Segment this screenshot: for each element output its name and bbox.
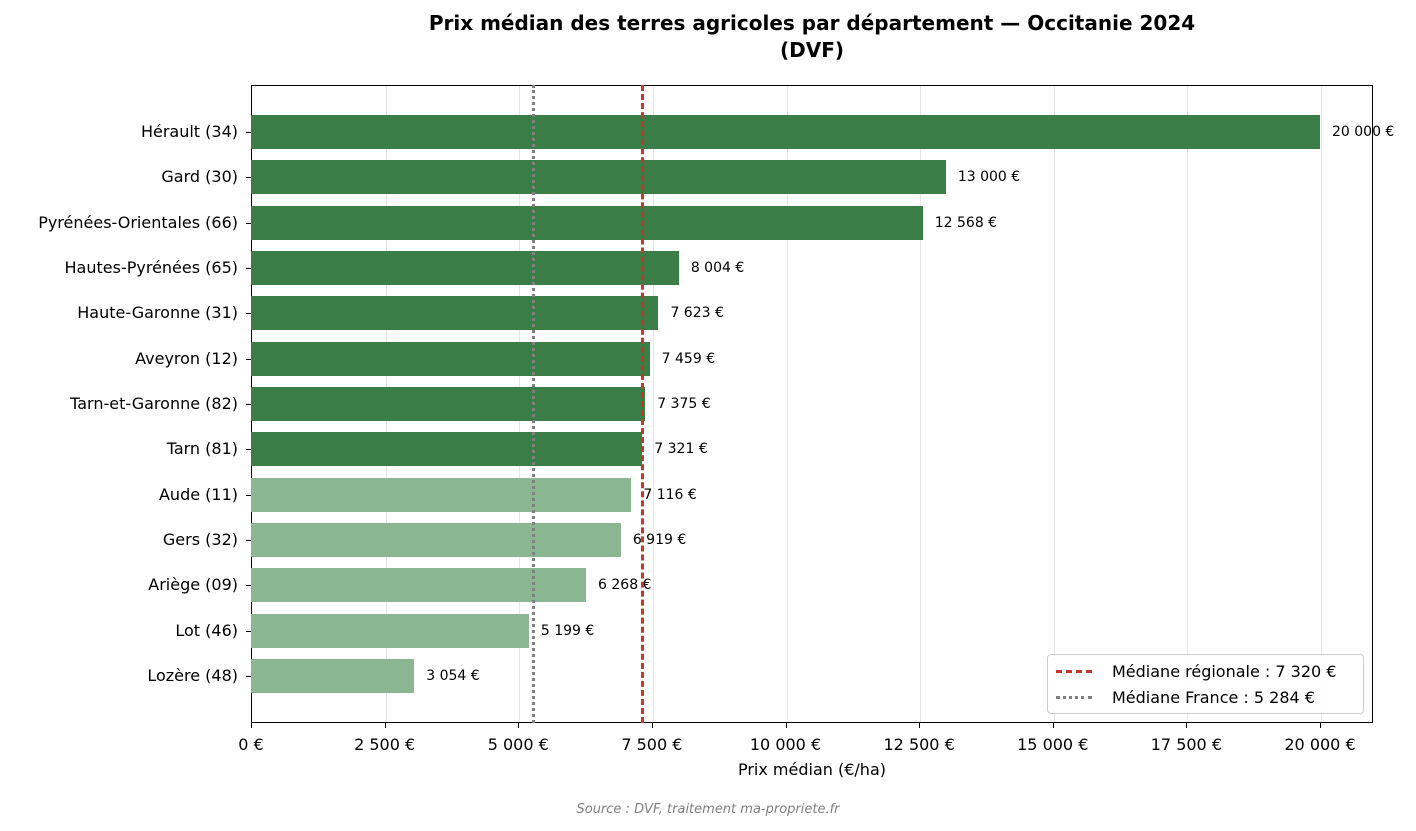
- source-note: Source : DVF, traitement ma-propriete.fr: [576, 802, 840, 817]
- y-tick-label: Ariège (09): [148, 575, 238, 595]
- bar[interactable]: [251, 568, 587, 603]
- bar-value-label: 7 321 €: [654, 441, 708, 458]
- y-tick-label: Aveyron (12): [135, 348, 238, 368]
- bar[interactable]: [251, 250, 679, 285]
- y-tick: [246, 403, 251, 405]
- y-tick-label: Aude (11): [158, 484, 238, 504]
- y-tick-label: Tarn (81): [166, 439, 238, 459]
- y-tick-label: Hautes-Pyrénées (65): [64, 257, 238, 277]
- chart-title: Prix médian des terres agricoles par dép…: [250, 10, 1374, 64]
- france-median-line: [531, 85, 535, 723]
- x-tick: [1186, 723, 1188, 728]
- x-axis-label: Prix médian (€/ha): [737, 760, 886, 779]
- bar-value-label: 8 004 €: [690, 259, 745, 276]
- x-tick-label: 15 000 €: [1017, 735, 1089, 754]
- bar-value-label: 13 000 €: [957, 169, 1021, 186]
- gridline: [1321, 86, 1322, 722]
- y-tick: [246, 494, 251, 496]
- bar-value-label: 7 623 €: [670, 305, 724, 322]
- x-tick: [518, 723, 520, 728]
- gridline: [652, 86, 654, 722]
- bar-value-label: 5 199 €: [540, 622, 595, 639]
- y-tick: [246, 313, 251, 315]
- bar[interactable]: [251, 296, 659, 331]
- bar[interactable]: [251, 115, 1320, 149]
- gridline: [1053, 86, 1055, 722]
- regional-median-line: [640, 85, 644, 723]
- x-tick-label: 5 000 €: [487, 735, 549, 754]
- y-tick: [246, 675, 251, 677]
- dashed-line-icon: [1056, 669, 1092, 673]
- y-tick-label: Lozère (48): [147, 665, 238, 685]
- bar-value-label: 7 459 €: [661, 350, 716, 367]
- x-tick: [651, 723, 653, 728]
- y-tick-label: Tarn-et-Garonne (82): [70, 393, 238, 413]
- x-tick: [1052, 723, 1054, 728]
- bar[interactable]: [251, 477, 632, 512]
- gridline: [920, 86, 922, 722]
- x-tick: [919, 723, 921, 728]
- y-tick-label: Hérault (34): [140, 122, 238, 141]
- bar[interactable]: [251, 613, 529, 648]
- chart-title-line-1: Prix médian des terres agricoles par dép…: [428, 11, 1196, 35]
- bar-value-label: 6 268 €: [598, 577, 652, 594]
- x-tick-label: 20 000 €: [1284, 735, 1356, 754]
- legend-label: Médiane régionale : 7 320 €: [1112, 661, 1337, 681]
- bar-value-label: 3 054 €: [426, 667, 480, 684]
- legend-label: Médiane France : 5 284 €: [1112, 687, 1315, 707]
- bar[interactable]: [251, 386, 646, 421]
- y-tick: [246, 132, 251, 133]
- bar[interactable]: [251, 432, 643, 467]
- gridline: [1187, 86, 1189, 722]
- bar-value-label: 7 375 €: [657, 395, 711, 412]
- y-tick: [246, 358, 251, 360]
- legend-item-regional-median: Médiane régionale : 7 320 €: [1056, 661, 1336, 681]
- x-tick: [785, 723, 787, 728]
- x-tick-label: 2 500 €: [354, 735, 416, 754]
- y-tick-label: Pyrénées-Orientales (66): [38, 212, 238, 232]
- y-tick: [246, 585, 251, 587]
- y-tick-label: Lot (46): [175, 620, 238, 640]
- x-tick: [1320, 723, 1321, 728]
- bar[interactable]: [251, 341, 650, 376]
- x-tick-label: 17 500 €: [1150, 735, 1222, 754]
- x-tick: [384, 723, 386, 728]
- bar-value-label: 12 568 €: [934, 214, 998, 231]
- y-tick: [246, 630, 251, 632]
- bar-value-label: 20 000 €: [1332, 124, 1395, 140]
- bar[interactable]: [251, 160, 946, 195]
- bar[interactable]: [251, 658, 415, 693]
- x-tick: [251, 723, 252, 728]
- chart-title-line-2: (DVF): [779, 38, 845, 62]
- bar-value-label: 6 919 €: [632, 531, 687, 548]
- dotted-line-icon: [1056, 695, 1092, 699]
- y-tick: [246, 267, 251, 269]
- x-tick-label: 7 500 €: [621, 735, 683, 754]
- bar[interactable]: [251, 522, 621, 557]
- y-tick: [246, 177, 251, 179]
- x-tick-label: 10 000 €: [749, 735, 822, 754]
- y-tick: [246, 539, 251, 541]
- y-tick: [246, 449, 251, 451]
- x-tick-label: 12 500 €: [883, 735, 955, 754]
- legend: Médiane régionale : 7 320 € Médiane Fran…: [1047, 654, 1364, 714]
- legend-item-france-median: Médiane France : 5 284 €: [1056, 687, 1315, 707]
- bar-value-label: 7 116 €: [643, 486, 697, 503]
- y-tick-label: Gers (32): [162, 529, 238, 549]
- y-tick: [246, 222, 251, 224]
- gridline: [786, 86, 788, 722]
- y-tick-label: Gard (30): [161, 167, 238, 187]
- x-tick-label: 0 €: [238, 735, 264, 754]
- bar[interactable]: [251, 205, 923, 240]
- y-tick-label: Haute-Garonne (31): [77, 303, 238, 323]
